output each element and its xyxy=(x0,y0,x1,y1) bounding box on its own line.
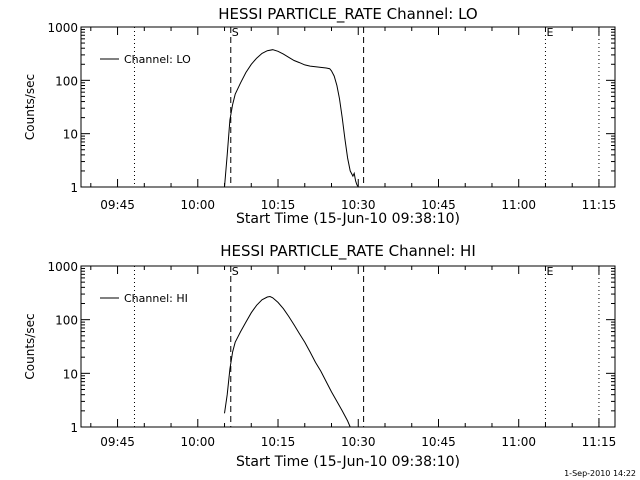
chart-panel-hi: HESSI PARTICLE_RATE Channel: HI Counts/se… xyxy=(23,242,616,470)
plot-frame xyxy=(80,26,616,188)
y-tick-label: 1 xyxy=(70,181,78,195)
x-tick-label: 10:15 xyxy=(261,198,296,212)
x-tick-label: 11:15 xyxy=(582,198,617,212)
chart-panel-lo: HESSI PARTICLE_RATE Channel: LO Counts/se… xyxy=(23,5,616,227)
x-axis-label: Start Time (15-Jun-10 09:38:10) xyxy=(236,211,460,227)
y-tick-label: 100 xyxy=(55,74,78,88)
y-tick-label: 1000 xyxy=(47,21,78,35)
y-tick-label: 10 xyxy=(63,128,78,142)
y-axis-label: Counts/sec xyxy=(23,313,37,379)
x-tick-label: 09:45 xyxy=(100,435,135,449)
x-tick-label: 10:30 xyxy=(341,435,376,449)
x-tick-label: 11:00 xyxy=(501,198,536,212)
x-tick-label: 09:45 xyxy=(100,198,135,212)
x-axis-label: Start Time (15-Jun-10 09:38:10) xyxy=(236,454,460,470)
x-tick-label: 10:45 xyxy=(421,198,456,212)
y-tick-label: 10 xyxy=(63,367,78,381)
series-line-hi xyxy=(224,295,351,428)
x-tick-label: 11:00 xyxy=(501,435,536,449)
plot-frame xyxy=(80,265,616,428)
series-line-lo xyxy=(224,49,359,188)
y-tick-label: 1 xyxy=(70,421,78,435)
y-tick-label: 100 xyxy=(55,314,78,328)
y-axis-label: Counts/sec xyxy=(23,74,37,140)
x-tick-label: 10:15 xyxy=(261,435,296,449)
x-tick-label: 10:00 xyxy=(180,435,215,449)
time-marker-label: E xyxy=(546,265,553,278)
chart-title: HESSI PARTICLE_RATE Channel: LO xyxy=(218,5,477,24)
x-tick-label: 10:30 xyxy=(341,198,376,212)
legend-entry: Channel: LO xyxy=(124,53,191,66)
y-tick-label: 1000 xyxy=(47,260,78,274)
x-tick-label: 10:45 xyxy=(421,435,456,449)
time-marker-label: E xyxy=(546,26,553,39)
time-marker-label: S xyxy=(232,26,239,39)
chart-title: HESSI PARTICLE_RATE Channel: HI xyxy=(220,242,476,261)
footer-timestamp: 1-Sep-2010 14:22 xyxy=(564,469,636,478)
x-tick-label: 11:15 xyxy=(582,435,617,449)
time-marker-label: S xyxy=(232,265,239,278)
x-tick-label: 10:00 xyxy=(180,198,215,212)
legend-entry: Channel: HI xyxy=(124,292,188,305)
